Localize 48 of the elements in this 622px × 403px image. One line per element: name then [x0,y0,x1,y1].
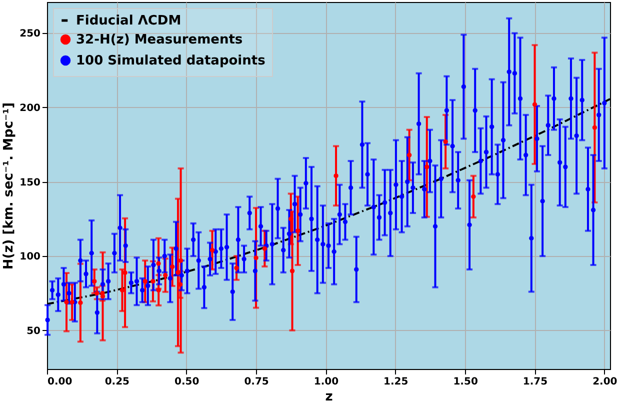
x-tick-label: 0.00 [48,376,72,388]
y-axis-title: H(z) [km. sec⁻¹. Mpc⁻¹] [2,102,17,270]
point [406,152,412,158]
y-tick-label: 200 [20,102,41,114]
point [295,228,300,234]
point [424,164,430,170]
x-tick-label: 1.25 [384,376,408,388]
y-tick-label: 50 [26,326,41,337]
y-tick-label: 250 [20,28,41,40]
point [92,278,97,284]
point [156,261,161,266]
x-tick-label: 2.00 [592,376,618,388]
point [122,270,128,276]
point [64,300,69,304]
point [443,139,448,144]
x-tick-label: 1.75 [522,376,548,388]
x-tick-label: 1.50 [453,376,478,388]
y-tick-label: 100 [20,252,41,263]
point [262,246,268,251]
point [254,256,258,260]
point [334,174,338,178]
point [156,288,161,293]
point [288,216,294,222]
x-tick-label: 1.00 [314,376,339,388]
point [94,290,100,296]
point [210,248,215,252]
legend-label: 32-H(z) Measurements [76,32,243,48]
point [532,102,538,107]
point [120,288,125,293]
point [70,300,74,304]
point [234,266,239,270]
point [100,294,106,299]
x-tick-label: 0.75 [244,376,269,388]
point [78,300,83,306]
y-tick-label: 150 [20,177,41,188]
point [176,270,180,275]
point [142,278,148,284]
x-tick-label: 0.50 [174,376,200,388]
point [471,194,476,199]
point [170,264,175,270]
x-axis-title: z [325,390,333,403]
point [290,268,295,274]
legend-label: 100 Simulated datapoints [76,54,266,68]
point [150,278,156,284]
point [592,125,598,130]
x-tick-label: 0.25 [104,376,130,388]
point [163,272,168,278]
legend-label: Fiducial ΛCDM [76,14,182,28]
